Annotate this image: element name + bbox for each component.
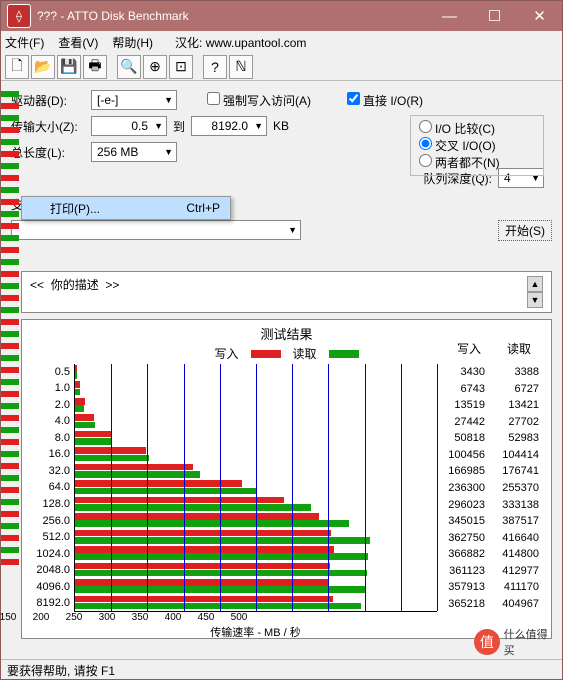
drive-label: 驱动器(D): [11, 92, 85, 109]
minimize-button[interactable]: — [427, 1, 472, 31]
watermark: 值 什么值得买 [474, 627, 558, 657]
y-axis-labels: 0.51.02.04.08.016.032.064.0128.0256.0512… [28, 364, 74, 612]
force-write-checkbox[interactable]: 强制写入访问(A) [207, 92, 311, 109]
controlled-select[interactable]: ▼ [11, 220, 301, 240]
write-swatch [251, 350, 281, 358]
scroll-up-icon[interactable]: ▲ [527, 276, 543, 292]
app-icon: ⟠ [7, 4, 31, 28]
xfer-to-select[interactable]: 8192.0▼ [191, 116, 267, 136]
description-box[interactable]: << 你的描述 >> ▲ ▼ [21, 271, 552, 313]
read-swatch [329, 350, 359, 358]
watermark-icon: 值 [474, 629, 500, 655]
menubar: 文件(F) 查看(V) 帮助(H) 汉化: www.upantool.com [1, 31, 562, 53]
result-panel: 测试结果 写入 读取 写入读取 0.51.02.04.08.016.032.06… [21, 319, 552, 639]
xfer-label: 传输大小(Z): [11, 118, 85, 135]
total-label: 总长度(L): [11, 144, 85, 161]
io-compare-radio[interactable]: I/O 比较(C) [419, 122, 495, 136]
open-icon[interactable]: 📂 [31, 55, 55, 79]
scroll-down-icon[interactable]: ▼ [527, 292, 543, 308]
target-icon[interactable]: ⊡ [169, 55, 193, 79]
zoomin-icon[interactable]: 🔍 [117, 55, 141, 79]
cursor-icon[interactable]: ℕ [229, 55, 253, 79]
print-icon[interactable]: 🖶 [83, 55, 107, 79]
direct-io-checkbox[interactable]: 直接 I/O(R) [347, 92, 423, 109]
window-title: ??? - ATTO Disk Benchmark [37, 9, 427, 23]
help-icon[interactable]: ? [203, 55, 227, 79]
x-axis-labels: 050100150200250300350400450500 [74, 612, 437, 623]
io-neither-radio[interactable]: 两者都不(N) [419, 156, 500, 170]
menu-print-item[interactable]: 打印(P)... Ctrl+P [22, 197, 230, 219]
zoomout-icon[interactable]: ⊕ [143, 55, 167, 79]
context-menu: 打印(P)... Ctrl+P [21, 196, 231, 220]
x-axis-title: 传输速率 - MB / 秒 [74, 624, 437, 640]
app-window: ⟠ ??? - ATTO Disk Benchmark — ☐ ✕ 文件(F) … [0, 0, 563, 680]
edge-decoration [1, 91, 19, 639]
toolbar: 🗋 📂 💾 🖶 🔍 ⊕ ⊡ ? ℕ [1, 53, 562, 81]
value-header: 写入读取 [437, 340, 537, 357]
to-label: 到 [173, 118, 185, 135]
close-button[interactable]: ✕ [517, 1, 562, 31]
new-icon[interactable]: 🗋 [5, 55, 29, 79]
io-mode-group: I/O 比较(C) 交叉 I/O(O) 两者都不(N) [410, 115, 544, 176]
titlebar[interactable]: ⟠ ??? - ATTO Disk Benchmark — ☐ ✕ [1, 1, 562, 31]
drive-select[interactable]: [-e-]▼ [91, 90, 177, 110]
chart-plot [74, 364, 437, 612]
hanhua-label: 汉化: www.upantool.com [175, 34, 306, 51]
io-overlap-radio[interactable]: 交叉 I/O(O) [419, 139, 496, 153]
xfer-from-select[interactable]: 0.5▼ [91, 116, 167, 136]
statusbar: 要获得帮助, 请按 F1 [1, 659, 562, 679]
kb-label: KB [273, 119, 289, 133]
save-icon[interactable]: 💾 [57, 55, 81, 79]
menu-help[interactable]: 帮助(H) [112, 34, 153, 51]
start-button[interactable]: 开始(S) [498, 220, 552, 241]
total-select[interactable]: 256 MB▼ [91, 142, 177, 162]
maximize-button[interactable]: ☐ [472, 1, 517, 31]
menu-view[interactable]: 查看(V) [58, 34, 98, 51]
menu-file[interactable]: 文件(F) [5, 34, 44, 51]
value-columns: 3430674313519274425081810045616698523630… [437, 364, 545, 612]
